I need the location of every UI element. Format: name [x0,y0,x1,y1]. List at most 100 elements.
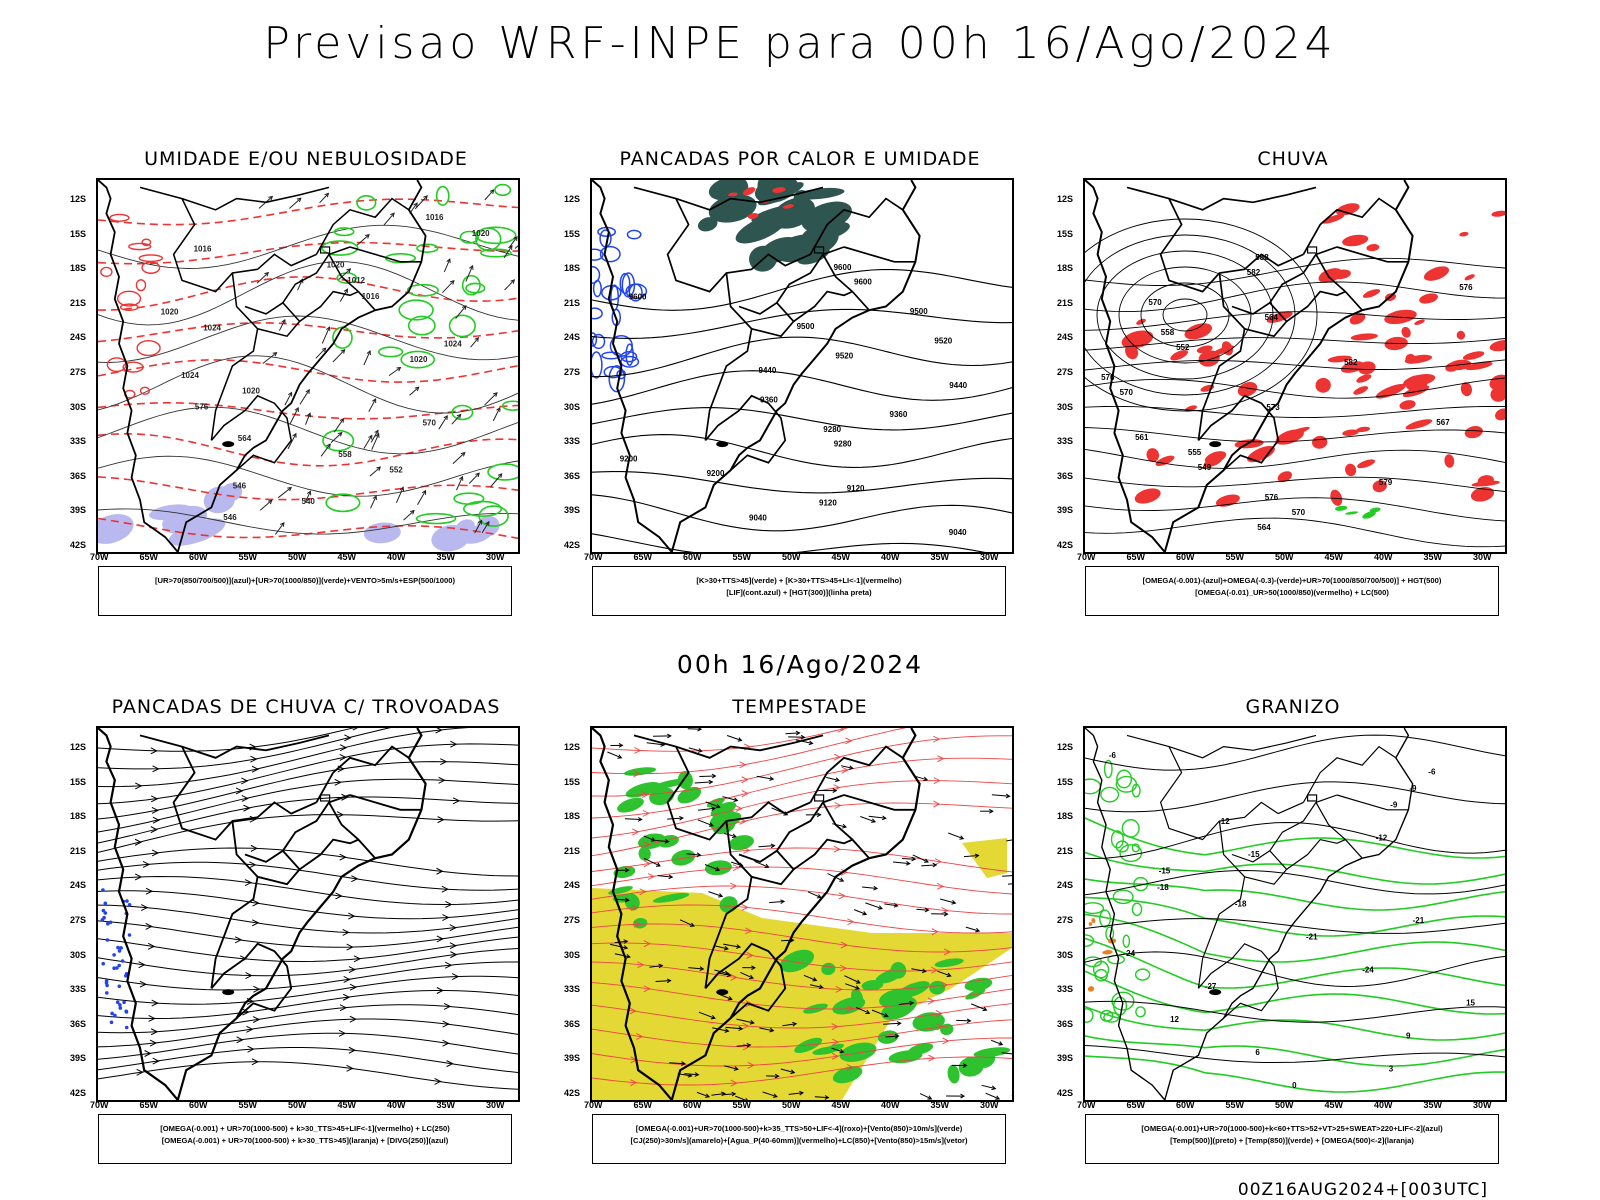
lat-tick-label: 36S [70,470,87,481]
legend-chuva: [OMEGA(-0.001)-(azul)+OMEGA(-0.3)-(verde… [1085,566,1499,616]
contour-label: 570 [1120,388,1134,397]
contour-label: -12 [1218,817,1230,826]
contour-label: 9360 [760,396,778,405]
map-granizo: -6 -6 -9 -9 -12 -12 -15 -15 -18 -18 -21 -21 -24 -24 -2… [1083,726,1507,1102]
lat-tick-label: 36S [70,1018,87,1029]
contour-label: 1012 [347,276,365,285]
humidity-green-contours [100,183,518,527]
contour-label: 9600 [834,263,852,272]
lon-tick-label: 30W [486,552,505,562]
lat-tick-label: 24S [564,332,581,343]
legend-pancadas-calor: [K>30+TTS>45](verde) + [K>30+TTS>45+LI<-… [592,566,1006,616]
map-canvas-tempestade [592,728,1012,1100]
panel-title-granizo: GRANIZO [1245,696,1341,718]
contour-label: 564 [238,434,252,443]
shaded-area [1121,309,1505,507]
contour-label: 15 [1466,999,1475,1008]
panel-title-pancadas-calor: PANCADAS POR CALOR E UMIDADE [619,148,981,170]
legend-line: [CJ(250)>30m/s](amarelo)+[Agua_P(40-60mm… [630,1136,968,1145]
lat-tick-label: 12S [564,194,581,204]
lat-tick-label: 27S [70,367,87,377]
lat-tick-label: 12S [1057,742,1074,752]
contour-label: 1020 [242,387,260,396]
contour-label: 576 [1459,283,1473,292]
lon-tick-label: 60W [683,1100,702,1110]
contour-lines [98,224,518,535]
lon-tick-label: 60W [189,552,208,562]
lon-tick-label: 35W [1423,552,1443,562]
footer-timestamp: 00Z16AUG2024+[003UTC] [1237,1180,1488,1200]
panel-title-umidade: UMIDADE E/OU NEBULOSIDADE [144,148,468,170]
temp850-green-contours [1085,759,1505,1093]
contour-label: -12 [1376,834,1388,843]
map-boundaries [1085,728,1414,1100]
contour-label: 1020 [327,260,345,269]
lat-tick-label: 36S [1057,1018,1074,1029]
lon-tick-label: 40W [1374,1100,1393,1110]
lon-tick-label: 55W [732,552,752,562]
contour-label: 3 [1389,1065,1394,1074]
contour-label: 540 [302,497,316,506]
streamlines [592,728,1012,1087]
map-boundaries [98,728,427,1100]
lat-tick-label: 15S [564,776,581,787]
divergence-blue-dots [100,888,132,1030]
lon-tick-label: 65W [1126,552,1146,562]
lat-tick-label: 42S [564,1088,581,1098]
map-pancadas-calor: 9600 9600 9600 9500 9500 9520 9520 9440 9440 9360… [590,178,1014,554]
lat-tick-label: 21S [564,845,581,856]
lat-tick-label: 30S [564,401,581,412]
contour-label: 582 [1344,358,1358,367]
contour-label: 549 [1198,463,1212,472]
mid-title: 00h 16/Ago/2024 [676,650,924,679]
legend-line: [OMEGA(-0.001)+UR>70(1000-500)+k>35_TTS>… [635,1124,963,1133]
contour-label: 6 [1255,1048,1260,1057]
map-canvas-umidade: 1016102010161020101210161020102410241020… [98,180,518,552]
lon-tick-label: 45W [831,1100,851,1110]
contour-label: 1024 [203,324,221,333]
contour-label: 9280 [834,440,852,449]
lat-tick-label: 33S [70,984,87,995]
lat-tick-label: 42S [70,1088,87,1098]
contour-label: -6 [1109,751,1117,760]
lat-tick-label: 39S [1057,1053,1074,1064]
lat-tick-label: 18S [70,263,87,274]
lat-tick-label: 30S [564,949,581,960]
lat-tick-label: 30S [1057,401,1074,412]
contour-label: 9040 [949,528,967,537]
contour-label: -18 [1235,900,1247,909]
map-canvas-pancadas-trovoadas [98,728,518,1100]
contour-label: 576 [1101,373,1115,382]
contour-label: 9040 [749,513,767,522]
contour-label: 1024 [181,371,199,380]
lat-tick-label: 24S [70,880,87,891]
contour-label: 555 [1188,448,1202,457]
map-boundaries [592,728,921,1100]
map-tempestade [590,726,1014,1102]
lon-tick-label: 55W [238,1100,258,1110]
contour-label: 570 [423,418,437,427]
lat-tick-label: 18S [1057,263,1074,274]
contour-lines [1085,734,1505,1063]
legend-umidade: [UR>70(850/700/500)](azul)+[UR>70(1000/8… [98,566,512,616]
lat-tick-label: 24S [564,880,581,891]
lat-tick-label: 21S [70,297,87,308]
lon-tick-label: 70W [584,552,603,562]
contour-lines [1085,257,1505,548]
lon-tick-label: 65W [633,1100,653,1110]
contour-label: 573 [1266,403,1280,412]
contour-label: 9440 [949,381,967,390]
lon-tick-label: 45W [1324,1100,1344,1110]
contour-label: 0 [1292,1081,1297,1090]
lon-tick-label: 60W [1176,552,1195,562]
contour-label: 9520 [934,337,952,346]
lat-tick-label: 39S [70,505,87,516]
legend-line: [OMEGA(-0.001) + UR>70(1000-500) + k>30_… [161,1136,449,1145]
lat-tick-label: 33S [1057,984,1074,995]
lon-tick-label: 35W [1423,1100,1443,1110]
contour-label: 579 [1379,478,1393,487]
legend-line: [K>30+TTS>45](verde) + [K>30+TTS>45+LI<-… [696,576,902,585]
lon-tick-label: 65W [139,552,159,562]
lat-tick-label: 36S [1057,470,1074,481]
contour-label: 9520 [835,351,853,360]
